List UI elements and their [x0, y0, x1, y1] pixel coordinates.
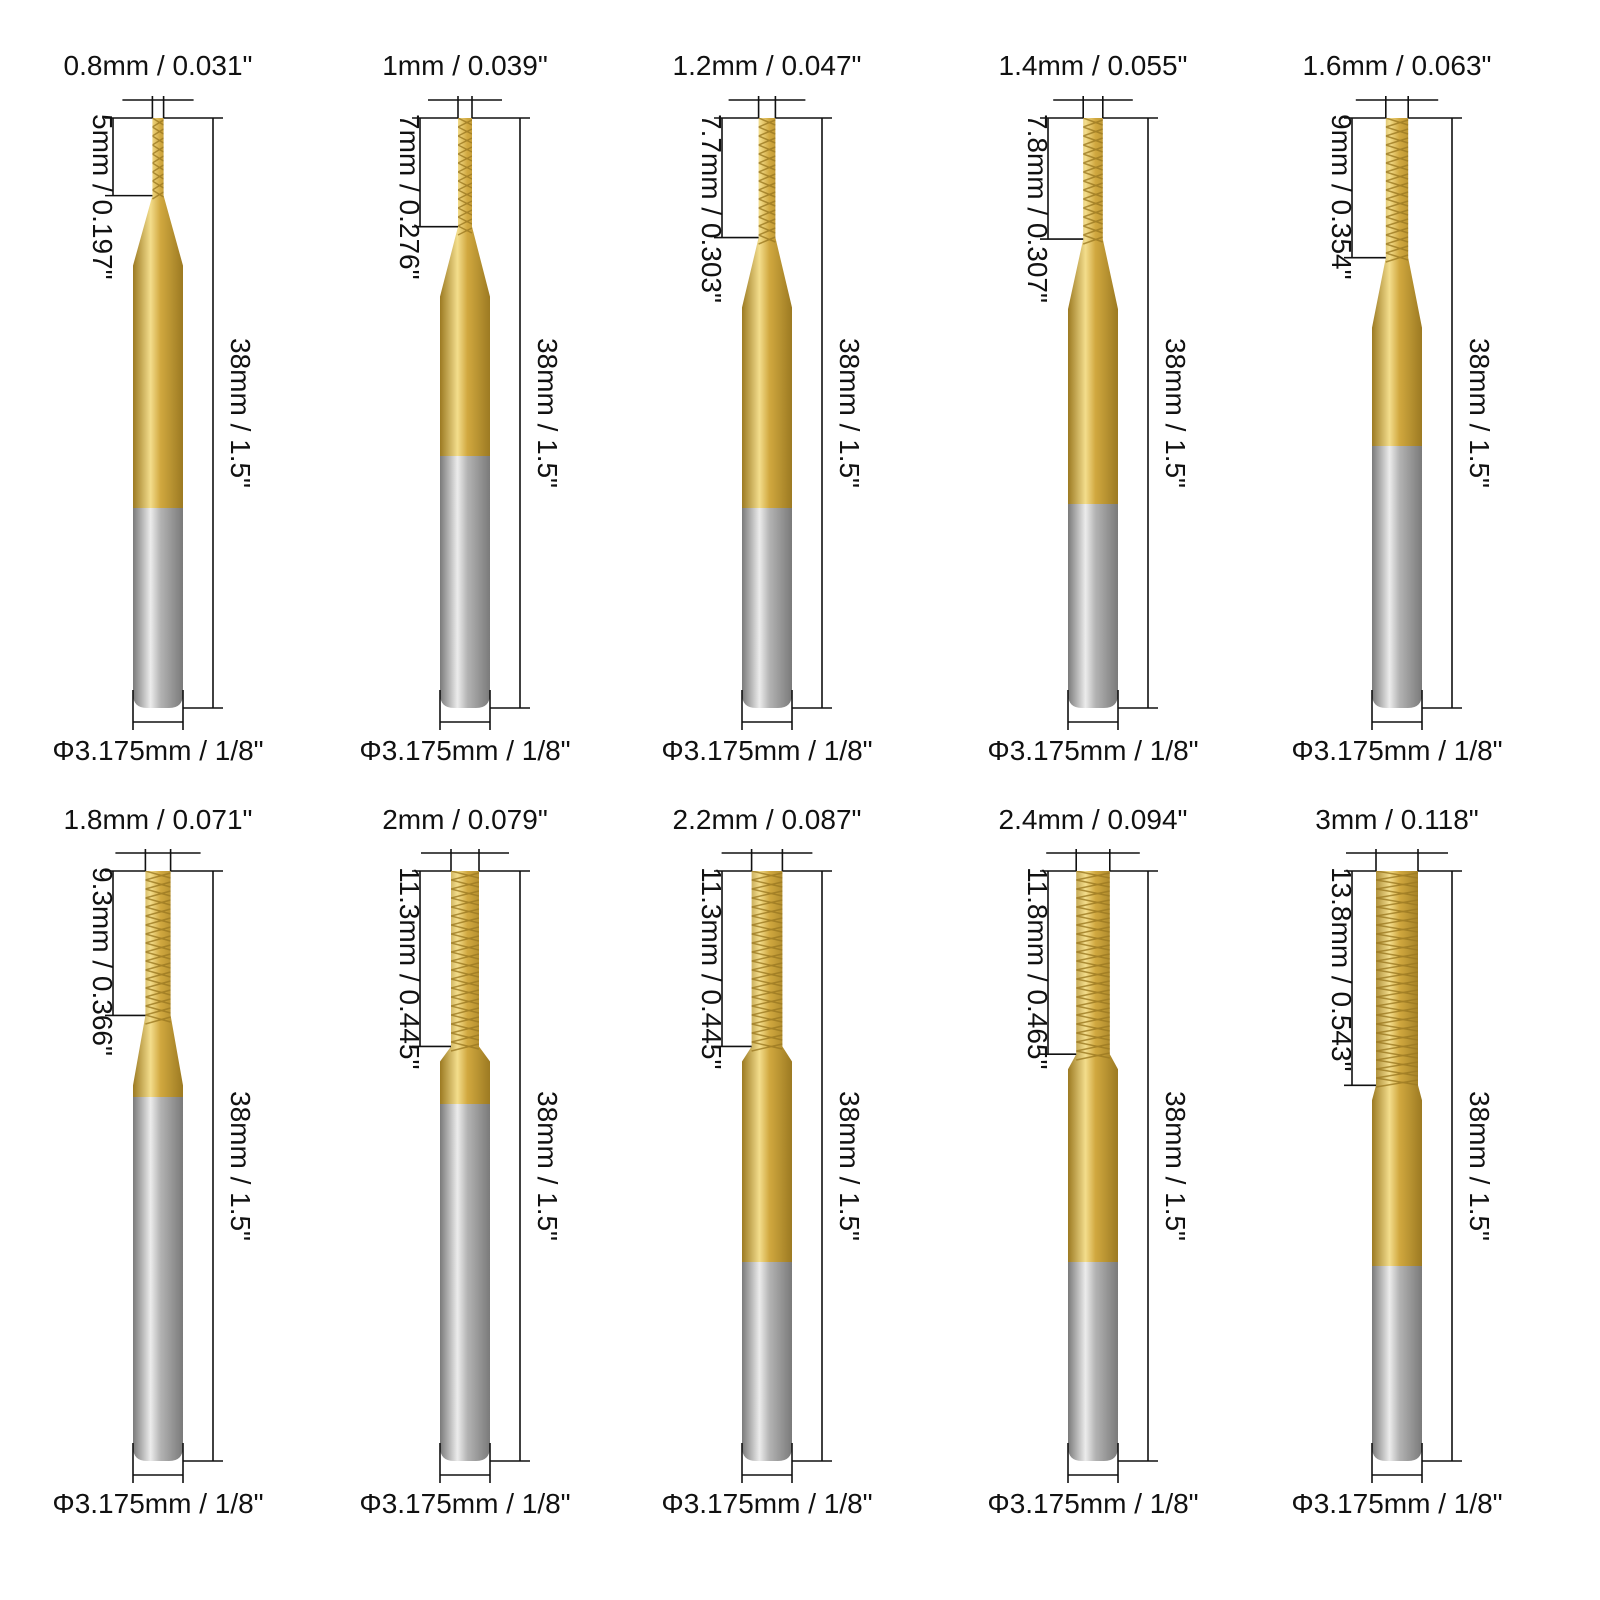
dimension-lines: [1344, 849, 1462, 1483]
shank-diameter-label: Φ3.175mm / 1/8": [661, 735, 872, 766]
flute-texture: [1076, 871, 1110, 1061]
shank-diameter-label: Φ3.175mm / 1/8": [359, 735, 570, 766]
shank-diameter-label: Φ3.175mm / 1/8": [987, 735, 1198, 766]
dimension-lines: [412, 849, 530, 1483]
steel-shank: [1068, 504, 1118, 708]
flute-length-label: 7mm / 0.276": [394, 114, 425, 280]
tip-diameter-label: 2.2mm / 0.087": [673, 804, 862, 835]
tip-diameter-label: 3mm / 0.118": [1315, 804, 1479, 835]
bit-body: [1068, 871, 1118, 1461]
drill-bit-5: 1.6mm / 0.063" 9mm / 0.354" 38mm / 1.5" Φ3.…: [1291, 50, 1502, 766]
overall-length-label: 38mm / 1.5": [1464, 338, 1495, 488]
steel-shank: [1372, 1266, 1422, 1461]
steel-shank: [1068, 1262, 1118, 1461]
dimension-lines: [412, 96, 530, 730]
tip-diameter-label: 1.4mm / 0.055": [999, 50, 1188, 81]
coated-section: [742, 118, 792, 508]
shank-diameter-label: Φ3.175mm / 1/8": [661, 1488, 872, 1519]
bit-body: [133, 871, 183, 1461]
shank-diameter-label: Φ3.175mm / 1/8": [359, 1488, 570, 1519]
drill-bit-6: 1.8mm / 0.071" 9.3mm / 0.366" 38mm / 1.5" Φ…: [52, 804, 263, 1519]
steel-shank: [440, 1104, 490, 1461]
flute-texture: [758, 118, 776, 245]
flute-texture: [1375, 871, 1419, 1088]
bit-body: [1068, 118, 1118, 708]
tip-diameter-label: 1.8mm / 0.071": [64, 804, 253, 835]
bit-body: [1372, 871, 1422, 1461]
dimension-lines: [105, 849, 223, 1483]
steel-shank: [742, 1262, 792, 1461]
flute-length-label: 11.3mm / 0.445": [696, 867, 727, 1069]
bit-body: [440, 871, 490, 1461]
steel-shank: [1372, 446, 1422, 708]
flute-length-label: 9.3mm / 0.366": [87, 867, 118, 1056]
overall-length-label: 38mm / 1.5": [225, 338, 256, 488]
dimension-lines: [1344, 96, 1462, 730]
coated-section: [1068, 871, 1118, 1262]
overall-length-label: 38mm / 1.5": [1160, 1091, 1191, 1241]
drill-bit-9: 2.4mm / 0.094" 11.8mm / 0.465" 38mm / 1.5"…: [987, 804, 1198, 1519]
flute-length-label: 9mm / 0.354": [1326, 114, 1357, 280]
overall-length-label: 38mm / 1.5": [1160, 338, 1191, 488]
bit-body: [133, 118, 183, 708]
bit-body: [1372, 118, 1422, 708]
flute-texture: [457, 118, 473, 236]
drill-bit-3: 1.2mm / 0.047" 7.7mm / 0.303" 38mm / 1.5" Φ…: [661, 50, 872, 766]
overall-length-label: 38mm / 1.5": [834, 338, 865, 488]
flute-length-label: 13.8mm / 0.543": [1326, 867, 1357, 1072]
drill-bit-4: 1.4mm / 0.055" 7.8mm / 0.307" 38mm / 1.5" Φ…: [987, 50, 1198, 766]
flute-texture: [1082, 118, 1104, 245]
steel-shank: [133, 1097, 183, 1461]
flute-length-label: 7.7mm / 0.303": [696, 114, 727, 303]
shank-diameter-label: Φ3.175mm / 1/8": [987, 1488, 1198, 1519]
overall-length-label: 38mm / 1.5": [532, 1091, 563, 1241]
shank-diameter-label: Φ3.175mm / 1/8": [52, 1488, 263, 1519]
steel-shank: [742, 508, 792, 708]
drill-bit-2: 1mm / 0.039" 7mm / 0.276" 38mm / 1.5" Φ3.17…: [359, 50, 570, 766]
dimension-lines: [105, 96, 223, 730]
drill-bit-1: 0.8mm / 0.031" 5mm / 0.197" 38mm / 1.5" Φ3.…: [52, 50, 263, 766]
flute-length-label: 11.3mm / 0.445": [394, 867, 425, 1069]
flute-length-label: 7.8mm / 0.307": [1022, 114, 1053, 303]
tip-diameter-label: 1.2mm / 0.047": [673, 50, 862, 81]
flute-texture: [450, 871, 480, 1052]
overall-length-label: 38mm / 1.5": [1464, 1091, 1495, 1241]
shank-diameter-label: Φ3.175mm / 1/8": [52, 735, 263, 766]
flute-texture: [1385, 118, 1409, 263]
bit-body: [742, 871, 792, 1461]
dimension-lines: [714, 96, 832, 730]
drill-bit-8: 2.2mm / 0.087" 11.3mm / 0.445" 38mm / 1.5"…: [661, 804, 872, 1519]
bit-body: [742, 118, 792, 708]
steel-shank: [440, 456, 490, 708]
overall-length-label: 38mm / 1.5": [834, 1091, 865, 1241]
shank-diameter-label: Φ3.175mm / 1/8": [1291, 1488, 1502, 1519]
shank-diameter-label: Φ3.175mm / 1/8": [1291, 735, 1502, 766]
overall-length-label: 38mm / 1.5": [225, 1091, 256, 1241]
tip-diameter-label: 2.4mm / 0.094": [999, 804, 1188, 835]
tip-diameter-label: 0.8mm / 0.031": [64, 50, 253, 81]
steel-shank: [133, 508, 183, 708]
flute-texture: [145, 871, 171, 1025]
dimension-lines: [1040, 96, 1158, 730]
bit-body: [440, 118, 490, 708]
dimension-lines: [1040, 849, 1158, 1483]
drill-bit-7: 2mm / 0.079" 11.3mm / 0.445" 38mm / 1.5" Φ3…: [359, 804, 570, 1519]
tip-diameter-label: 1mm / 0.039": [382, 50, 548, 81]
drill-bit-10: 3mm / 0.118" 13.8mm / 0.543" 38mm / 1.5" Φ3…: [1291, 804, 1502, 1519]
tip-diameter-label: 2mm / 0.079": [382, 804, 548, 835]
flute-texture: [152, 118, 164, 200]
overall-length-label: 38mm / 1.5": [532, 338, 563, 488]
coated-section: [133, 118, 183, 508]
tip-diameter-label: 1.6mm / 0.063": [1303, 50, 1492, 81]
dimension-lines: [714, 849, 832, 1483]
coated-section: [742, 871, 792, 1262]
flute-length-label: 5mm / 0.197": [87, 114, 118, 280]
flute-texture: [751, 871, 783, 1052]
coated-section: [440, 871, 490, 1104]
flute-length-label: 11.8mm / 0.465": [1022, 867, 1053, 1069]
